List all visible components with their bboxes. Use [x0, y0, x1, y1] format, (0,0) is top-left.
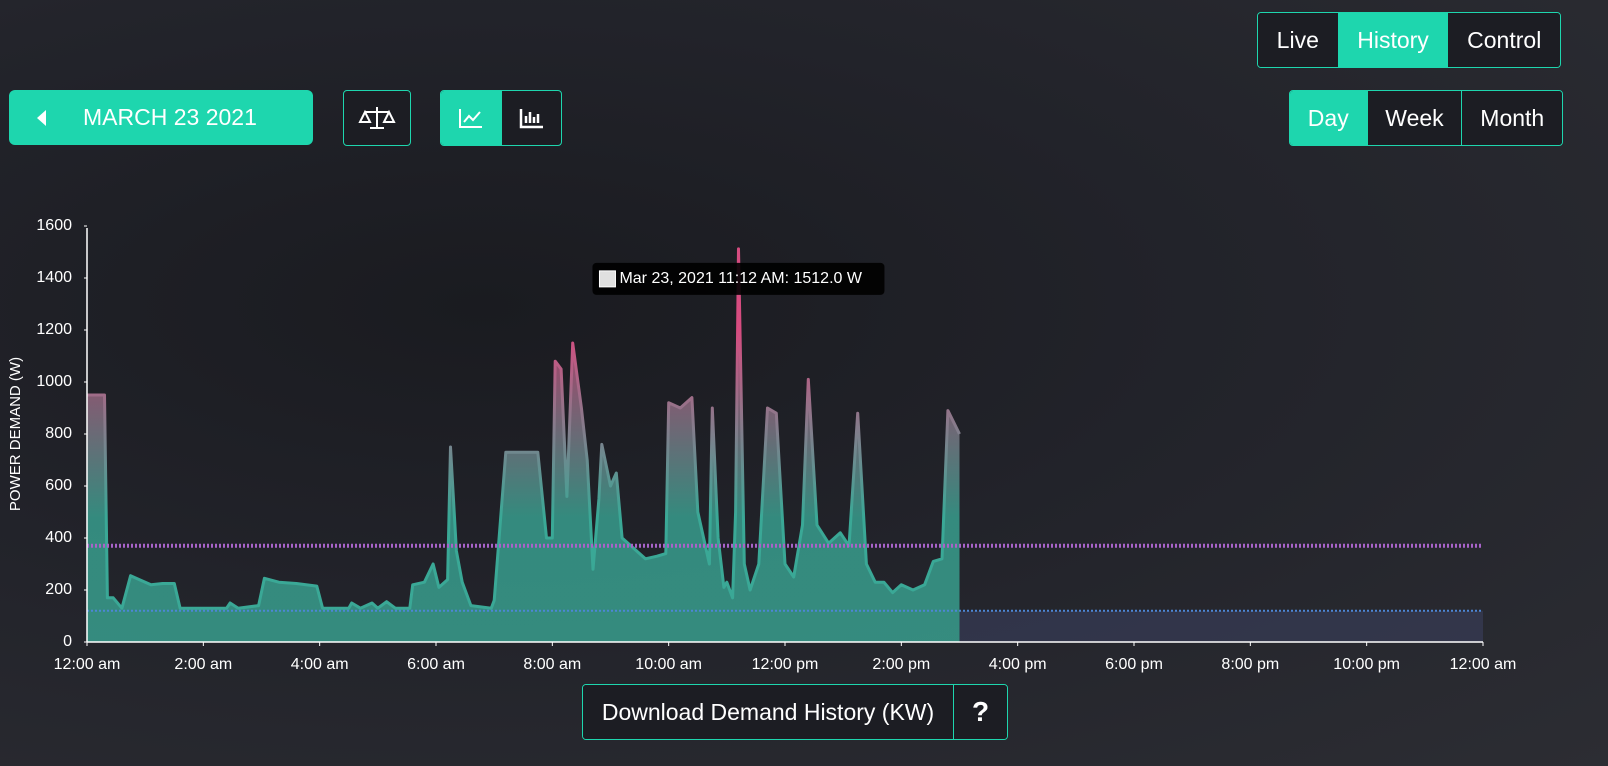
x-tick-label: 8:00 am [523, 656, 581, 673]
tooltip-swatch [598, 270, 616, 288]
scale-icon [358, 107, 396, 129]
x-tick-label: 4:00 pm [989, 656, 1047, 673]
y-tick-label: 1000 [36, 373, 72, 390]
line-icon [459, 109, 483, 128]
date-picker[interactable]: MARCH 23 2021 [9, 90, 313, 145]
view-tab[interactable]: Control [1447, 13, 1560, 67]
area-fill [87, 248, 960, 642]
x-tick-label: 2:00 pm [872, 656, 930, 673]
bar-chart-button[interactable] [501, 91, 561, 145]
compare-button[interactable] [343, 90, 411, 146]
x-tick-label: 12:00 pm [752, 656, 819, 673]
x-tick-label: 8:00 pm [1221, 656, 1279, 673]
y-tick-label: 1200 [36, 321, 72, 338]
x-tick-label: 6:00 am [407, 656, 465, 673]
future-region [959, 610, 1483, 642]
y-tick-label: 0 [63, 633, 72, 650]
y-tick-label: 1400 [36, 269, 72, 286]
x-tick-label: 10:00 am [635, 656, 702, 673]
y-tick-label: 200 [45, 581, 72, 598]
line-chart-button[interactable] [441, 91, 502, 145]
x-tick-label: 2:00 am [174, 656, 232, 673]
x-tick-label: 6:00 pm [1105, 656, 1163, 673]
bar-icon [519, 109, 543, 129]
y-tick-label: 1600 [36, 217, 72, 234]
range-tab[interactable]: Week [1366, 91, 1462, 145]
prev-arrow[interactable] [37, 109, 46, 126]
help-button[interactable]: ? [953, 685, 1007, 739]
y-tick-label: 800 [45, 425, 72, 442]
x-tick-label: 10:00 pm [1333, 656, 1400, 673]
area-line [87, 247, 961, 610]
date-label: MARCH 23 2021 [83, 104, 257, 130]
y-axis-label: POWER DEMAND (W) [7, 357, 24, 511]
x-tick-label: 12:00 am [54, 656, 121, 673]
chart-type-toggle [440, 90, 562, 146]
tooltip: Mar 23, 2021 11:12 AM: 1512.0 W [592, 262, 885, 295]
chart: POWER DEMAND (W) 0 200 400 600 800 1000 1200 14… [7, 217, 1517, 673]
range-tab[interactable]: Month [1461, 91, 1562, 145]
tooltip-text: Mar 23, 2021 11:12 AM: 1512.0 W [619, 270, 862, 287]
y-tick-label: 600 [45, 477, 72, 494]
download-button[interactable]: Download Demand History (KW) [583, 685, 953, 739]
x-tick-label: 12:00 am [1450, 656, 1517, 673]
view-tab[interactable]: Live [1258, 13, 1338, 67]
view-tabs: Live History Control [1257, 12, 1561, 68]
range-tab[interactable]: Day [1290, 91, 1367, 145]
download-group: Download Demand History (KW) ? [582, 684, 1008, 740]
y-tick-label: 400 [45, 529, 72, 546]
view-tab[interactable]: History [1337, 13, 1448, 67]
x-tick-label: 4:00 am [291, 656, 349, 673]
range-tabs: Day Week Month [1289, 90, 1563, 146]
tooltip-box [592, 262, 885, 295]
